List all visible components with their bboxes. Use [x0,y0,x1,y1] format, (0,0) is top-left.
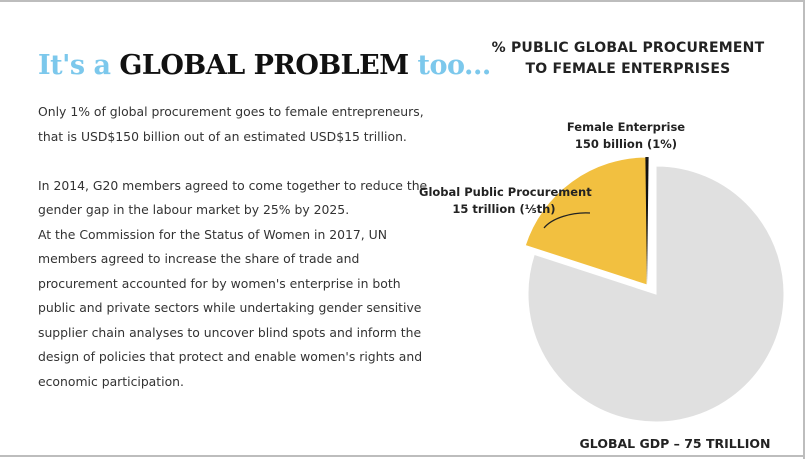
chart-title-line-2: TO FEMALE ENTERPRISES [525,61,731,77]
headline-part-2: GLOBAL PROBLEM [119,50,409,81]
body-paragraph-1: Only 1% of global procurement goes to fe… [38,104,424,144]
leader-line-global-public-procurement [543,212,591,229]
slice-label-female-name: Female Enterprise [566,120,686,134]
headline-part-1: It's a [38,50,120,81]
chart-title-line-1: % PUBLIC GLOBAL PROCUREMENT [491,40,765,56]
chart-caption: GLOBAL GDP – 75 TRILLION [579,436,771,451]
pie-slice-female-enterprise [645,157,649,285]
slice-label-gpp-value: 15 trillion (⅕th) [452,202,556,216]
slice-label-gpp-name: Global Public Procurement [419,185,592,199]
slice-label-female-enterprise: Female Enterprise 150 billion (1%) [556,119,696,153]
frame-top-border [0,0,805,2]
slice-label-global-public-procurement: Global Public Procurement 15 trillion (⅕… [419,184,592,218]
body-paragraph-2: In 2014, G20 members agreed to come toge… [38,177,428,218]
body-text: Only 1% of global procurement goes to fe… [38,100,438,394]
pie-slice-global-public-procurement [524,156,648,286]
page-headline: It's a GLOBAL PROBLEM too... [38,48,491,84]
chart-title: % PUBLIC GLOBAL PROCUREMENT TO FEMALE EN… [478,38,778,80]
pie-slice-rest [527,165,785,423]
headline-part-3: too... [408,50,492,81]
slice-label-female-value: 150 billion (1%) [574,137,678,151]
frame-bottom-border [0,455,805,457]
frame-right-border [803,0,805,459]
body-paragraph-3: At the Commission for the Status of Wome… [38,226,423,389]
